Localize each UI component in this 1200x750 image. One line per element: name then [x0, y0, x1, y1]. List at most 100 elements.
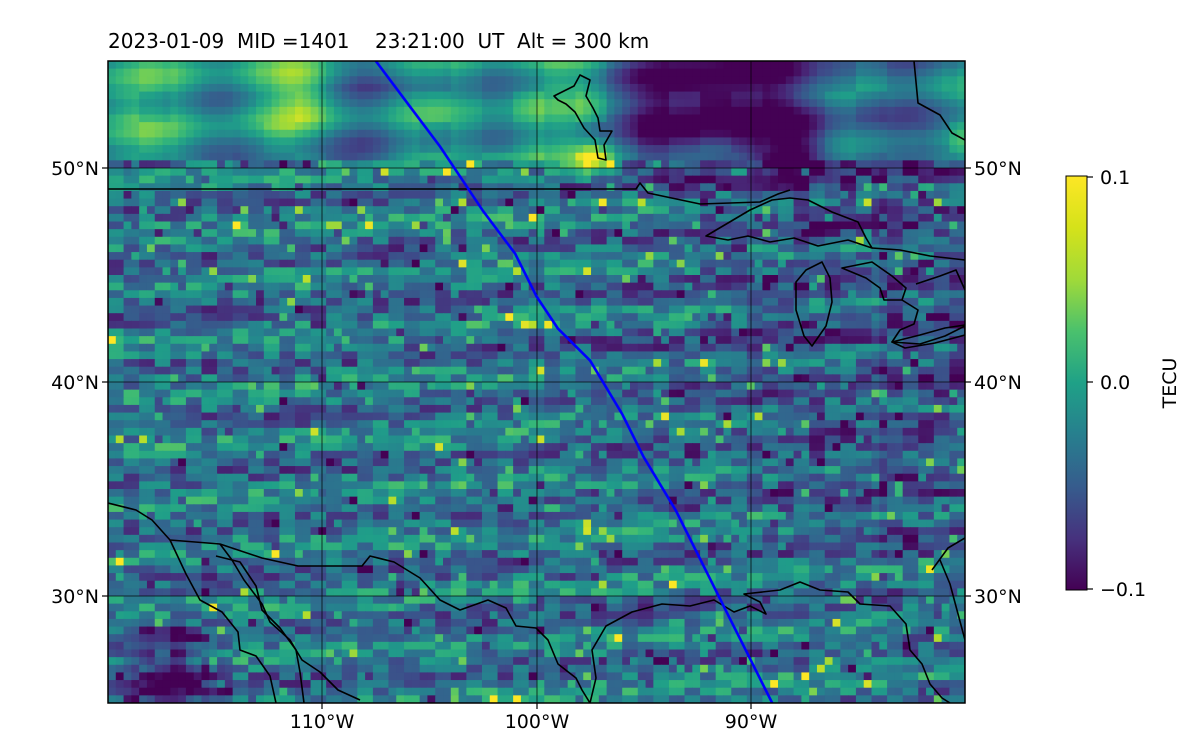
heatmap-cell [193, 206, 203, 215]
heatmap-cell [115, 328, 125, 337]
heatmap-cell [606, 328, 616, 337]
heatmap-cell [528, 190, 538, 200]
heatmap-cell [108, 168, 117, 177]
heatmap-cell [700, 305, 709, 314]
heatmap-cell [894, 206, 904, 215]
heatmap-cell [692, 275, 701, 284]
heatmap-cell [520, 336, 530, 345]
heatmap-cell [637, 221, 647, 230]
heatmap-cell [739, 351, 748, 360]
heatmap-cell [489, 129, 499, 139]
heatmap-cell [902, 83, 912, 93]
heatmap-cell [840, 275, 849, 284]
heatmap-cell [528, 252, 538, 261]
heatmap-cell [536, 68, 545, 77]
heatmap-cell [855, 160, 865, 169]
heatmap-cell [801, 137, 810, 146]
heatmap-cell [879, 328, 888, 337]
heatmap-cell [957, 168, 965, 177]
heatmap-cell [544, 168, 553, 177]
heatmap-cell [404, 320, 413, 330]
heatmap-cell [879, 129, 888, 139]
heatmap-cell [256, 374, 265, 383]
heatmap-cell [341, 198, 351, 207]
heatmap-cell [279, 351, 288, 360]
heatmap-cell [598, 236, 608, 246]
heatmap-cell [232, 328, 242, 337]
heatmap-cell [248, 359, 257, 368]
heatmap-cell [411, 259, 421, 268]
heatmap-cell [715, 252, 725, 261]
heatmap-cell [458, 76, 467, 85]
heatmap-cell [310, 374, 319, 383]
heatmap-cell [778, 252, 787, 261]
heatmap-cell [341, 106, 351, 116]
heatmap-cell [809, 282, 818, 291]
heatmap-cell [894, 397, 904, 406]
heatmap-cell [115, 351, 125, 360]
heatmap-cell [567, 320, 577, 330]
heatmap-cell [739, 160, 748, 169]
heatmap-cell [474, 275, 483, 284]
heatmap-cell [466, 305, 475, 314]
heatmap-cell [146, 328, 156, 337]
heatmap-cell [123, 145, 132, 154]
heatmap-cell [443, 351, 452, 360]
heatmap-cell [302, 122, 312, 131]
heatmap-cell [162, 145, 171, 154]
heatmap-cell [108, 106, 117, 116]
heatmap-cell [193, 137, 203, 146]
heatmap-cell [178, 397, 187, 406]
heatmap-cell [894, 290, 904, 299]
heatmap-cell [131, 382, 140, 391]
heatmap-cell [762, 83, 771, 93]
heatmap-cell [443, 91, 452, 100]
heatmap-cell [404, 83, 413, 93]
heatmap-cell [855, 366, 865, 375]
heatmap-cell [700, 389, 709, 398]
heatmap-cell [209, 275, 218, 284]
heatmap-cell [520, 122, 530, 131]
heatmap-cell [762, 336, 771, 345]
heatmap-cell [785, 343, 795, 353]
heatmap-cell [178, 183, 187, 192]
heatmap-cell [778, 343, 787, 353]
heatmap-cell [380, 290, 390, 299]
heatmap-cell [365, 83, 374, 93]
heatmap-cell [622, 343, 631, 353]
heatmap-cell [840, 129, 849, 139]
heatmap-cell [536, 168, 545, 177]
heatmap-cell [957, 83, 965, 93]
heatmap-cell [411, 252, 421, 261]
heatmap-cell [793, 290, 802, 299]
heatmap-cell [178, 145, 187, 154]
heatmap-cell [778, 175, 787, 184]
heatmap-cell [388, 336, 397, 345]
heatmap-cell [256, 282, 265, 291]
heatmap-cell [598, 206, 608, 215]
heatmap-cell [933, 213, 943, 223]
heatmap-cell [115, 374, 125, 383]
heatmap-cell [676, 305, 686, 314]
heatmap-cell [762, 374, 771, 383]
heatmap-cell [684, 320, 693, 330]
heatmap-cell [809, 91, 818, 100]
heatmap-cell [217, 168, 226, 177]
heatmap-cell [404, 404, 413, 414]
heatmap-cell [240, 213, 249, 223]
heatmap-cell [848, 382, 857, 391]
heatmap-cell [396, 190, 405, 200]
heatmap-cell [404, 68, 413, 77]
heatmap-cell [185, 336, 195, 345]
heatmap-cell [341, 168, 351, 177]
heatmap-cell [513, 190, 522, 200]
heatmap-cell [450, 152, 460, 161]
heatmap-cell [427, 343, 436, 353]
heatmap-cell [754, 99, 764, 108]
heatmap-cell [692, 175, 701, 184]
heatmap-cell [357, 68, 366, 77]
heatmap-cell [372, 389, 382, 398]
heatmap-cell [131, 313, 140, 322]
heatmap-cell [591, 374, 600, 383]
heatmap-cell [224, 183, 234, 192]
